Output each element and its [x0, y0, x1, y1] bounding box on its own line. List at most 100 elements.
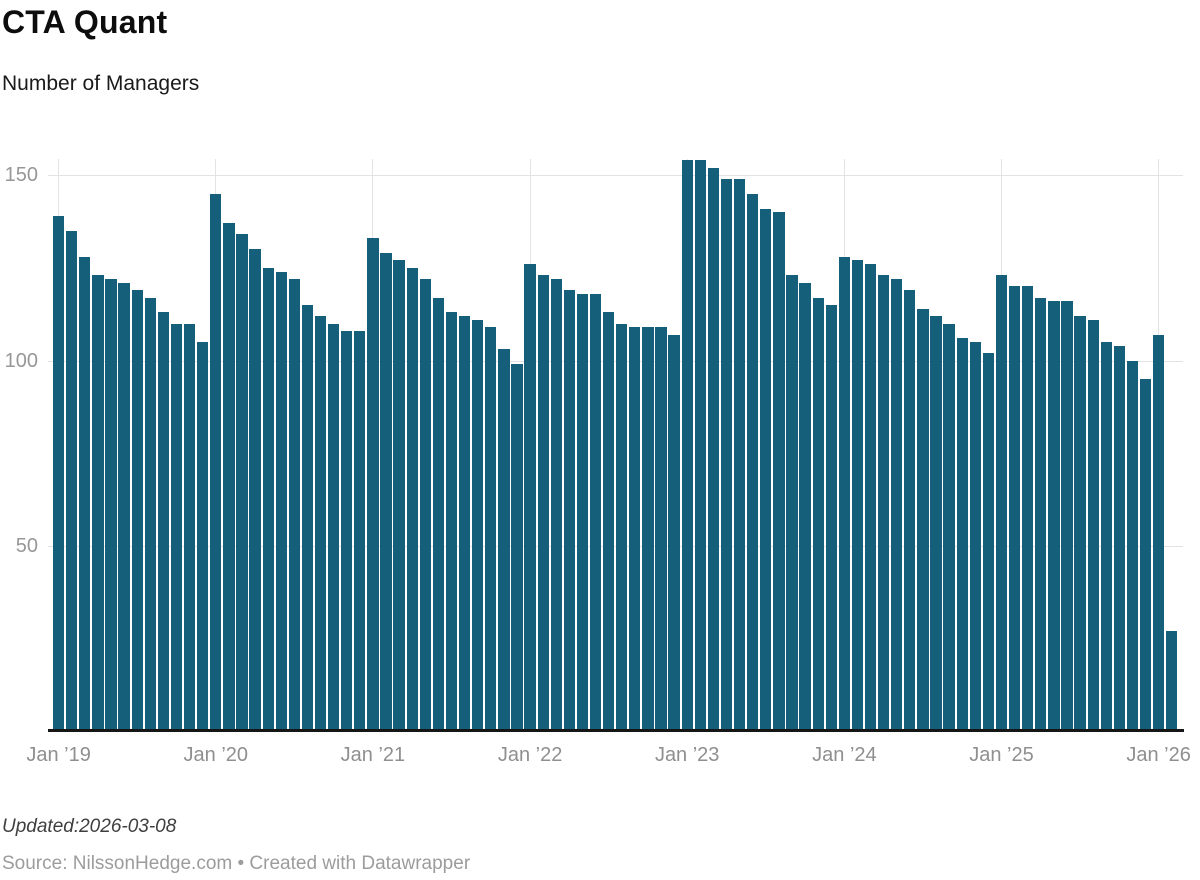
bar [812, 297, 824, 732]
bar [720, 178, 733, 732]
bar [406, 267, 418, 732]
bar [642, 327, 654, 732]
bar [1048, 301, 1060, 732]
bar [105, 279, 117, 732]
bar [956, 338, 968, 732]
bar [537, 275, 549, 732]
bar [773, 212, 785, 732]
bar [354, 330, 366, 732]
bar [1126, 360, 1139, 732]
bar [275, 271, 287, 732]
bar [891, 279, 903, 732]
bar [328, 323, 340, 732]
bar [314, 316, 327, 732]
bar [524, 264, 536, 732]
bar [445, 312, 458, 732]
y-axis-tick-label: 50 [15, 535, 38, 557]
bar [877, 275, 890, 732]
bar [917, 308, 929, 732]
bar [458, 316, 471, 732]
bar-chart: 50 100 150 Jan ’19 Jan ’20 Jan ’21 Jan ’22 Jan … [4, 159, 1191, 766]
bar [498, 349, 510, 732]
bar [183, 323, 196, 732]
bar [432, 297, 445, 732]
x-axis-tick-label: Jan ’24 [812, 744, 877, 766]
bar [1074, 316, 1086, 732]
bar [1113, 345, 1125, 732]
bar [904, 290, 916, 732]
bar [472, 319, 484, 732]
bar [66, 230, 78, 732]
bar [118, 282, 130, 732]
bar [485, 327, 497, 732]
bar [1152, 334, 1165, 732]
bar [380, 253, 392, 732]
bar [825, 304, 837, 732]
bar [864, 264, 877, 732]
page-title: CTA Quant [2, 4, 168, 40]
horizontal-gridline [48, 360, 1183, 362]
bar [563, 290, 575, 732]
bar [668, 334, 680, 732]
bar [589, 293, 602, 732]
bar [1166, 631, 1178, 732]
bar [79, 256, 91, 732]
bar [341, 330, 353, 732]
x-axis-line [48, 729, 1184, 732]
bar [982, 353, 995, 732]
bar [301, 304, 314, 732]
bar [655, 327, 667, 732]
bar [288, 279, 300, 732]
footer-source-text: Source: NilssonHedge.com • Created with … [2, 853, 471, 874]
bar [1139, 379, 1152, 732]
bar [1008, 286, 1021, 732]
horizontal-gridline [48, 546, 1183, 547]
bar [1022, 286, 1034, 732]
bar [995, 275, 1008, 732]
bar [1061, 301, 1073, 732]
horizontal-gridline [48, 175, 1183, 177]
bar [707, 167, 720, 732]
bar [249, 249, 261, 732]
bar [694, 160, 706, 732]
bar [838, 256, 850, 732]
x-axis-tick-label: Jan ’25 [969, 744, 1034, 766]
x-axis-tick-label: Jan ’23 [654, 744, 720, 766]
bar [1035, 297, 1047, 732]
x-axis-tick-label: Jan ’20 [183, 744, 249, 766]
bar [969, 342, 981, 732]
bar [550, 279, 562, 732]
bar [511, 364, 523, 732]
footer-updated-text: Updated:2026-03-08 [2, 816, 177, 837]
bar [602, 312, 615, 732]
bar [210, 193, 222, 732]
x-axis-tick-label: Jan ’19 [26, 744, 91, 766]
bar [616, 323, 628, 732]
bar [681, 160, 693, 732]
bar [419, 279, 431, 732]
bar [1100, 342, 1112, 732]
bar [197, 342, 209, 732]
bar [131, 290, 143, 732]
bar [144, 297, 156, 732]
bar [170, 323, 183, 732]
bar [1087, 319, 1099, 732]
bar [367, 238, 379, 732]
x-axis-tick-label: Jan ’21 [340, 744, 406, 766]
bar [760, 208, 772, 732]
bar [943, 323, 955, 732]
bar [236, 234, 248, 732]
bar [930, 316, 942, 732]
bar [851, 260, 864, 732]
y-axis-tick-label: 150 [4, 164, 38, 187]
x-axis-tick-label: Jan ’22 [497, 744, 563, 766]
bar [262, 267, 274, 732]
page-subtitle: Number of Managers [2, 72, 200, 95]
bar [92, 275, 104, 732]
bar [629, 327, 641, 732]
bar [747, 193, 759, 732]
bar [223, 223, 235, 732]
bar [733, 178, 746, 732]
bar [799, 282, 811, 732]
bar [157, 312, 170, 732]
